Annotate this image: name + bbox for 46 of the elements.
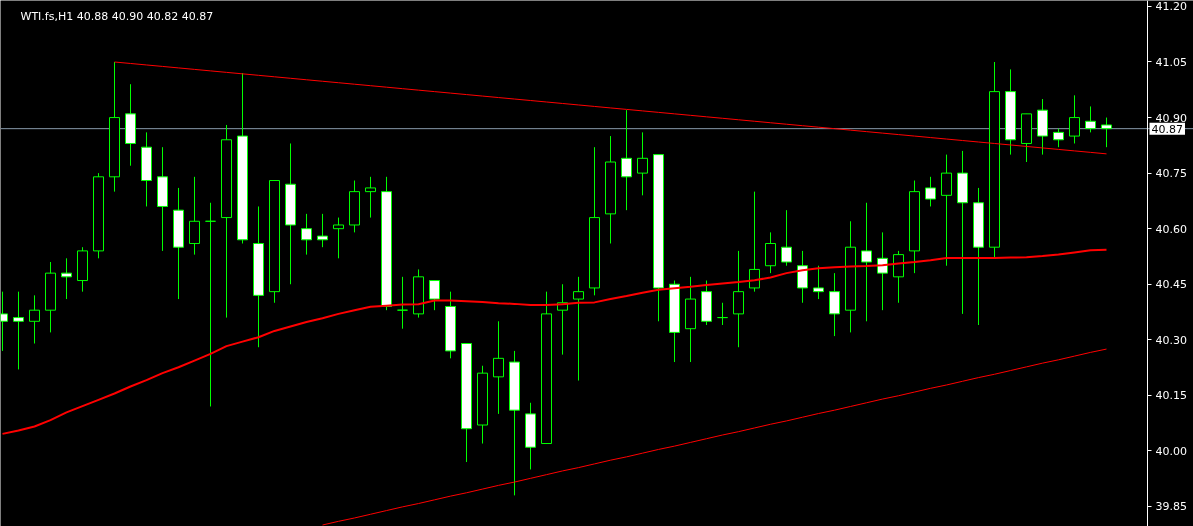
candlestick (813, 265, 824, 300)
candlestick (317, 213, 328, 248)
y-tick-label: 40.30 (1155, 333, 1187, 347)
candlestick (797, 250, 808, 304)
candlestick (1101, 117, 1112, 148)
y-tick-label: 40.15 (1155, 389, 1187, 403)
candlestick (365, 176, 376, 219)
ref-line-label: 40.87 (1151, 122, 1183, 136)
line-series (322, 348, 1107, 526)
candlestick (189, 176, 200, 256)
candlestick (861, 202, 872, 322)
y-tick-label: 40.75 (1155, 167, 1187, 181)
y-tick-label: 41.20 (1155, 0, 1187, 14)
y-tick-label: 40.45 (1155, 278, 1187, 292)
candlestick (301, 213, 312, 256)
candlestick (781, 209, 792, 267)
candlestick (61, 257, 72, 300)
candlestick (493, 320, 504, 415)
candlestick (13, 291, 24, 370)
candlestick (29, 294, 40, 345)
candlestick (893, 250, 904, 304)
candlestick (205, 202, 216, 407)
candlestick (1053, 128, 1064, 148)
candlestick (925, 176, 936, 207)
candlestick (1069, 94, 1080, 144)
line-series (114, 61, 1107, 155)
candlestick (733, 250, 744, 348)
candlestick (749, 191, 760, 293)
y-tick-label: 39.85 (1155, 500, 1187, 514)
y-tick-label: 40.60 (1155, 222, 1187, 236)
candlestick (621, 109, 632, 211)
candlestick (941, 154, 952, 267)
y-tick-label: 40.00 (1155, 444, 1187, 458)
candlestick (829, 272, 840, 337)
candlestick (637, 131, 648, 196)
candlestick (397, 276, 408, 330)
candlestick (765, 231, 776, 274)
candlestick (717, 302, 728, 326)
candlestick (1085, 105, 1096, 133)
text: WTI.fs,H1 40.88 40.90 40.82 40.87 (20, 9, 214, 23)
candlestick (333, 217, 344, 259)
candlestick (429, 280, 440, 311)
candlestick (573, 276, 584, 382)
line-series (1, 248, 1108, 435)
y-tick-label: 41.05 (1155, 55, 1187, 69)
y-tick-label: 40.90 (1155, 111, 1187, 125)
